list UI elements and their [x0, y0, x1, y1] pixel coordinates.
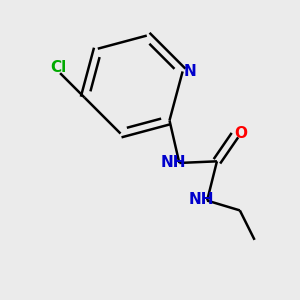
Text: N: N: [183, 64, 196, 79]
Text: NH: NH: [161, 155, 186, 170]
Text: NH: NH: [188, 192, 214, 207]
Text: O: O: [234, 126, 247, 141]
Text: Cl: Cl: [50, 60, 67, 75]
